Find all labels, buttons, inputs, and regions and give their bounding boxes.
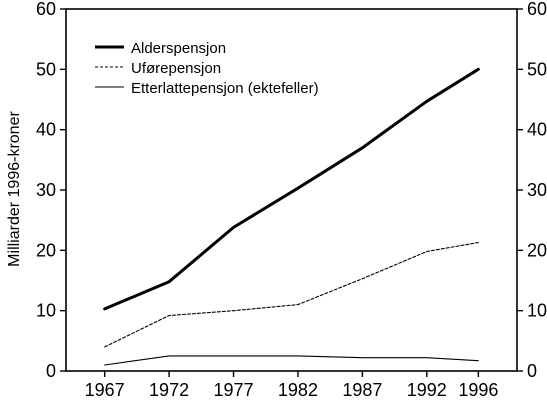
y-tick-label-right: 50 (527, 59, 547, 79)
legend-label-2: Uførepensjon (131, 60, 221, 77)
y-tick-label-left: 40 (36, 120, 56, 140)
series-line-3 (104, 355, 479, 366)
y-tick-label-left: 30 (36, 180, 56, 200)
x-tick-label: 1996 (458, 380, 498, 400)
y-tick-label-left: 0 (46, 361, 56, 381)
y-tick-label-right: 20 (527, 240, 547, 260)
x-tick-label: 1967 (85, 380, 125, 400)
y-tick-label-left: 10 (36, 301, 56, 321)
series-line-2 (104, 241, 479, 348)
y-tick-label-left: 50 (36, 59, 56, 79)
x-tick-label: 1987 (342, 380, 382, 400)
y-tick-label-right: 40 (527, 120, 547, 140)
y-tick-label-right: 60 (527, 0, 547, 19)
x-tick-label: 1992 (407, 380, 447, 400)
y-tick-label-right: 30 (527, 180, 547, 200)
y-axis-title: Milliarder 1996-kroner (6, 111, 23, 267)
y-tick-label-right: 10 (527, 301, 547, 321)
y-tick-label-left: 20 (36, 240, 56, 260)
x-tick-label: 1982 (278, 380, 318, 400)
x-tick-label: 1972 (149, 380, 189, 400)
legend-label-1: Alderspensjon (131, 40, 226, 57)
legend-label-3: Etterlattepensjon (ektefeller) (131, 80, 319, 97)
x-tick-label: 1977 (213, 380, 253, 400)
y-tick-label-left: 60 (36, 0, 56, 19)
series-line-1 (103, 67, 480, 311)
y-tick-label-right: 0 (527, 361, 537, 381)
